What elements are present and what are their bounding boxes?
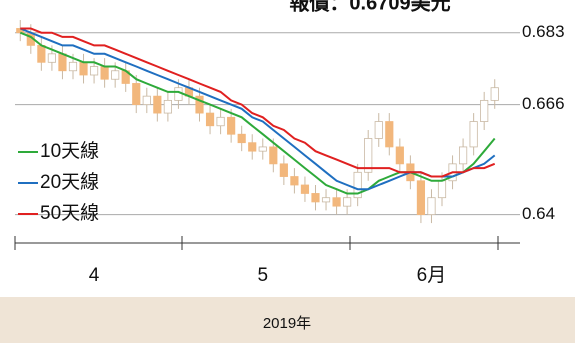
candle-body — [237, 133, 246, 144]
candle-body — [364, 138, 373, 173]
y-tick-label: 0.666 — [522, 94, 565, 113]
candle-body — [300, 184, 310, 194]
candle-body — [416, 180, 426, 216]
candle-body — [195, 95, 204, 114]
candle-body — [459, 146, 468, 165]
candle-body — [89, 66, 99, 76]
candle-body — [132, 83, 141, 106]
candle-body — [279, 163, 288, 177]
x-tick-label: 4 — [89, 265, 100, 286]
candle-body — [227, 116, 236, 135]
candle-body — [427, 197, 436, 216]
candle-body — [269, 146, 278, 165]
candle-body — [437, 180, 447, 199]
candle-body — [353, 171, 362, 199]
candle-body — [111, 70, 120, 80]
moving-average-line — [20, 27, 496, 178]
chart-title: 報價：0.6709美元 — [289, 0, 450, 14]
legend-label: 10天線 — [40, 140, 99, 162]
candle-body — [480, 99, 489, 122]
y-tick-label: 0.64 — [522, 204, 555, 223]
legend-label: 50天線 — [40, 202, 99, 224]
candle-body — [68, 61, 78, 72]
candle-body — [79, 61, 88, 76]
candle-body — [490, 87, 499, 101]
candle-body — [174, 87, 183, 101]
candle-body — [343, 197, 352, 207]
moving-average-line — [19, 27, 496, 191]
candle-body — [248, 142, 257, 152]
candle-body — [469, 121, 478, 148]
x-tick-label: 5 — [257, 265, 268, 286]
candle-body — [153, 95, 162, 114]
candle-body — [258, 146, 267, 152]
candle-body — [205, 112, 215, 127]
candle-body — [142, 95, 151, 106]
candle-body — [37, 44, 46, 63]
candle-body — [374, 121, 383, 139]
candle-body — [58, 53, 67, 72]
candle-body — [100, 66, 109, 80]
candle-body — [395, 146, 404, 165]
candle-body — [163, 99, 172, 114]
footer-label: 2019年 — [263, 315, 311, 332]
candle-body — [311, 193, 320, 203]
candle-body — [47, 53, 56, 63]
candle-body — [216, 116, 225, 127]
footer-band — [0, 297, 575, 343]
candle-body — [290, 176, 299, 186]
x-tick-label: 6月 — [417, 265, 447, 286]
candle-body — [332, 197, 341, 207]
candle-body — [385, 121, 394, 148]
y-tick-label: 0.683 — [522, 22, 565, 41]
candle-body — [321, 197, 331, 203]
moving-average-line — [19, 31, 496, 195]
legend-label: 20天線 — [40, 171, 99, 193]
